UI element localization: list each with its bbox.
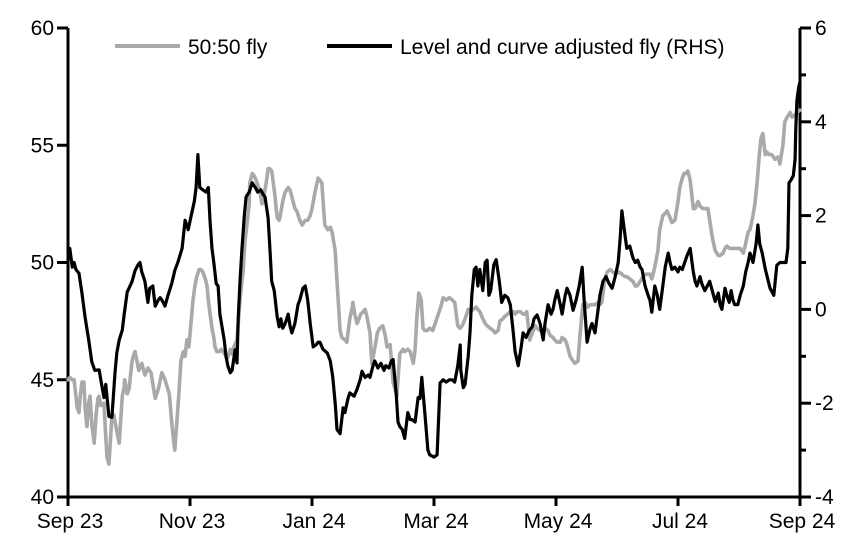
y-axis-right-tick-label: -4 <box>815 486 834 509</box>
y-axis-left-tick-label: 45 <box>31 369 54 392</box>
y-axis-left-tick-label: 55 <box>31 134 54 157</box>
legend-label-level-curve-adjusted-fly: Level and curve adjusted fly (RHS) <box>400 36 725 59</box>
x-axis-tick-label: Sep 24 <box>769 510 836 533</box>
series-line-level-curve-adjusted-fly <box>66 80 802 459</box>
series-line-5050-fly <box>66 108 802 467</box>
y-axis-right-tick-label: -2 <box>815 392 834 415</box>
y-axis-left-tick-label: 40 <box>31 486 54 509</box>
y-axis-right-tick-label: 6 <box>815 17 827 40</box>
y-axis-right-tick-label: 4 <box>815 111 827 134</box>
y-axis-left-tick-label: 50 <box>31 252 54 275</box>
y-axis-left-tick-label: 60 <box>31 17 54 40</box>
y-axis-right-tick-label: 0 <box>815 298 827 321</box>
x-axis-tick-label: May 24 <box>524 510 593 533</box>
y-axis-right-tick-label: 2 <box>815 205 827 228</box>
x-axis-tick-label: Jul 24 <box>652 510 708 533</box>
legend-label-5050-fly: 50:50 fly <box>188 36 268 59</box>
x-axis-tick-label: Nov 23 <box>159 510 226 533</box>
x-axis-tick-label: Sep 23 <box>37 510 104 533</box>
x-axis-tick-label: Mar 24 <box>403 510 469 533</box>
x-axis-tick-label: Jan 24 <box>282 510 345 533</box>
